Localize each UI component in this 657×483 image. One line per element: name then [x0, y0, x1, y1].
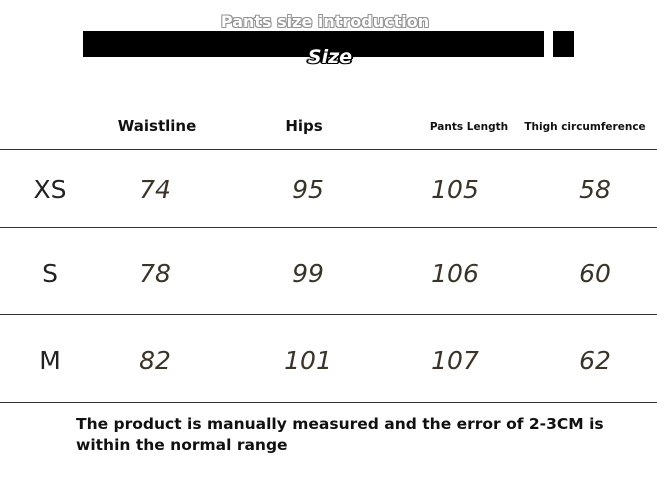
- header-box: [553, 31, 574, 57]
- cell-value: 101: [284, 346, 332, 375]
- cell-value: 62: [579, 346, 611, 375]
- size-label: XS: [33, 175, 67, 204]
- column-header-thigh: Thigh circumference: [524, 121, 646, 133]
- column-header-hips: Hips: [285, 117, 323, 135]
- page-title: Pants size introduction: [220, 12, 430, 31]
- cell-value: 82: [139, 346, 171, 375]
- cell-value: 78: [139, 259, 171, 288]
- page-subtitle: Size: [307, 46, 353, 68]
- cell-value: 60: [579, 259, 611, 288]
- measurement-note: The product is manually measured and the…: [76, 415, 604, 454]
- cell-value: 58: [579, 175, 611, 204]
- cell-value: 106: [431, 259, 479, 288]
- column-header-waistline: Waistline: [117, 117, 197, 135]
- size-label: S: [42, 259, 58, 288]
- column-header-pants-length: Pants Length: [429, 121, 509, 133]
- divider: [0, 402, 657, 403]
- cell-value: 107: [431, 346, 479, 375]
- header-bar: [83, 31, 544, 57]
- cell-value: 105: [431, 175, 479, 204]
- divider: [0, 149, 657, 150]
- cell-value: 99: [292, 259, 324, 288]
- divider: [0, 227, 657, 228]
- size-label: M: [39, 346, 61, 375]
- cell-value: 74: [139, 175, 171, 204]
- divider: [0, 314, 657, 315]
- cell-value: 95: [292, 175, 324, 204]
